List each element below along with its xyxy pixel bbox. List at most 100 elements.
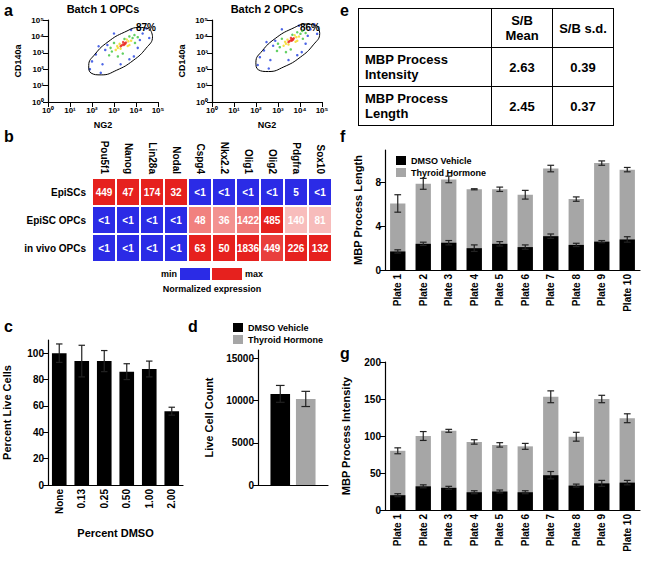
svg-text:10⁰: 10⁰ [206,106,218,115]
svg-text:10⁴: 10⁴ [31,32,44,41]
svg-text:10¹: 10¹ [228,106,240,115]
svg-text:Plate 2: Plate 2 [418,514,429,547]
svg-text:50: 50 [218,243,230,254]
svg-text:10⁴: 10⁴ [294,106,307,115]
svg-text:Plate 10: Plate 10 [622,514,633,552]
svg-text:Percent Live Cells: Percent Live Cells [1,365,13,460]
svg-text:0: 0 [248,480,254,491]
svg-text:10000: 10000 [226,395,254,406]
svg-text:MBP Process Intensity: MBP Process Intensity [340,376,352,495]
svg-text:None: None [54,489,65,514]
svg-text:86%: 86% [300,22,320,33]
svg-text:0: 0 [375,265,381,276]
svg-text:Plate 7: Plate 7 [545,274,556,307]
svg-text:Normalized expression: Normalized expression [163,284,262,294]
svg-text:<1: <1 [146,215,158,226]
svg-text:Nanog: Nanog [123,143,134,174]
svg-text:Pou5f1: Pou5f1 [99,141,110,175]
svg-text:10³: 10³ [196,48,208,57]
svg-text:1.00: 1.00 [144,489,155,509]
svg-text:10¹: 10¹ [196,81,208,90]
svg-text:Plate 2: Plate 2 [418,274,429,307]
svg-text:10²: 10² [32,65,44,74]
svg-text:10³: 10³ [108,106,120,115]
svg-text:Pdgfra: Pdgfra [291,142,302,174]
svg-text:min: min [161,269,177,279]
svg-text:Olig2: Olig2 [267,149,278,174]
svg-text:36: 36 [218,215,230,226]
svg-text:EpiSCs: EpiSCs [51,187,86,198]
svg-text:5000: 5000 [232,437,255,448]
svg-text:60: 60 [33,400,45,411]
svg-text:Batch 2 OPCs: Batch 2 OPCs [231,3,304,15]
svg-text:Plate 1: Plate 1 [392,274,403,307]
svg-text:10⁰: 10⁰ [42,106,54,115]
svg-text:<1: <1 [242,187,254,198]
svg-text:<1: <1 [98,215,110,226]
svg-text:8: 8 [375,177,381,188]
svg-text:Plate 5: Plate 5 [494,514,505,547]
svg-text:Lin28a: Lin28a [147,142,158,174]
svg-text:c: c [4,318,13,335]
svg-text:Nkx2.2: Nkx2.2 [219,142,230,175]
svg-text:Plate 4: Plate 4 [469,514,480,547]
svg-text:Plate 4: Plate 4 [469,274,480,307]
svg-text:81: 81 [314,215,326,226]
svg-text:10⁴: 10⁴ [130,106,143,115]
svg-text:<1: <1 [218,187,230,198]
svg-text:0.50: 0.50 [121,489,132,509]
svg-text:32: 32 [170,187,182,198]
svg-text:0.13: 0.13 [76,489,87,509]
svg-text:40: 40 [33,427,45,438]
svg-text:485: 485 [264,215,281,226]
svg-text:CD140a: CD140a [13,44,23,78]
svg-text:<1: <1 [122,243,134,254]
svg-text:50: 50 [370,468,382,479]
svg-text:in vivo OPCs: in vivo OPCs [24,243,86,254]
svg-text:449: 449 [264,243,281,254]
svg-text:0: 0 [38,480,44,491]
svg-text:Olig1: Olig1 [243,149,254,174]
svg-text:CD140a: CD140a [177,44,187,78]
svg-text:MBP Process Length: MBP Process Length [352,155,364,265]
svg-text:2.00: 2.00 [166,489,177,509]
svg-text:15000: 15000 [226,353,254,364]
svg-text:1422: 1422 [237,215,260,226]
svg-text:150: 150 [364,394,381,405]
svg-text:10²: 10² [86,106,98,115]
svg-text:EpiSC OPCs: EpiSC OPCs [27,215,87,226]
svg-text:NG2: NG2 [258,120,277,130]
svg-text:10²: 10² [196,65,208,74]
svg-text:Plate 3: Plate 3 [443,274,454,307]
svg-text:10³: 10³ [272,106,284,115]
svg-text:DMSO Vehicle: DMSO Vehicle [411,156,472,166]
svg-text:47: 47 [122,187,134,198]
svg-text:Nodal: Nodal [171,146,182,174]
svg-text:Plate 6: Plate 6 [520,274,531,307]
svg-text:e: e [340,2,349,19]
svg-text:132: 132 [312,243,329,254]
svg-text:226: 226 [288,243,305,254]
svg-text:Plate 5: Plate 5 [494,274,505,307]
svg-text:Plate 8: Plate 8 [571,274,582,307]
svg-text:10⁵: 10⁵ [316,106,329,115]
svg-text:Sox10: Sox10 [315,145,326,175]
svg-text:100: 100 [364,431,381,442]
svg-text:NG2: NG2 [94,120,113,130]
svg-text:10²: 10² [250,106,262,115]
svg-text:f: f [340,128,346,145]
svg-text:174: 174 [144,187,161,198]
svg-text:449: 449 [96,187,113,198]
svg-text:5: 5 [293,187,299,198]
svg-text:Thyroid Hormone: Thyroid Hormone [411,168,486,178]
svg-text:20: 20 [33,453,45,464]
svg-text:4: 4 [375,221,381,232]
svg-text:Plate 9: Plate 9 [596,274,607,307]
svg-text:10⁴: 10⁴ [195,32,208,41]
svg-text:Percent DMSO: Percent DMSO [77,527,154,539]
svg-text:<1: <1 [98,243,110,254]
svg-text:0.25: 0.25 [99,489,110,509]
svg-text:<1: <1 [170,243,182,254]
svg-text:max: max [245,269,263,279]
svg-text:<1: <1 [314,187,326,198]
